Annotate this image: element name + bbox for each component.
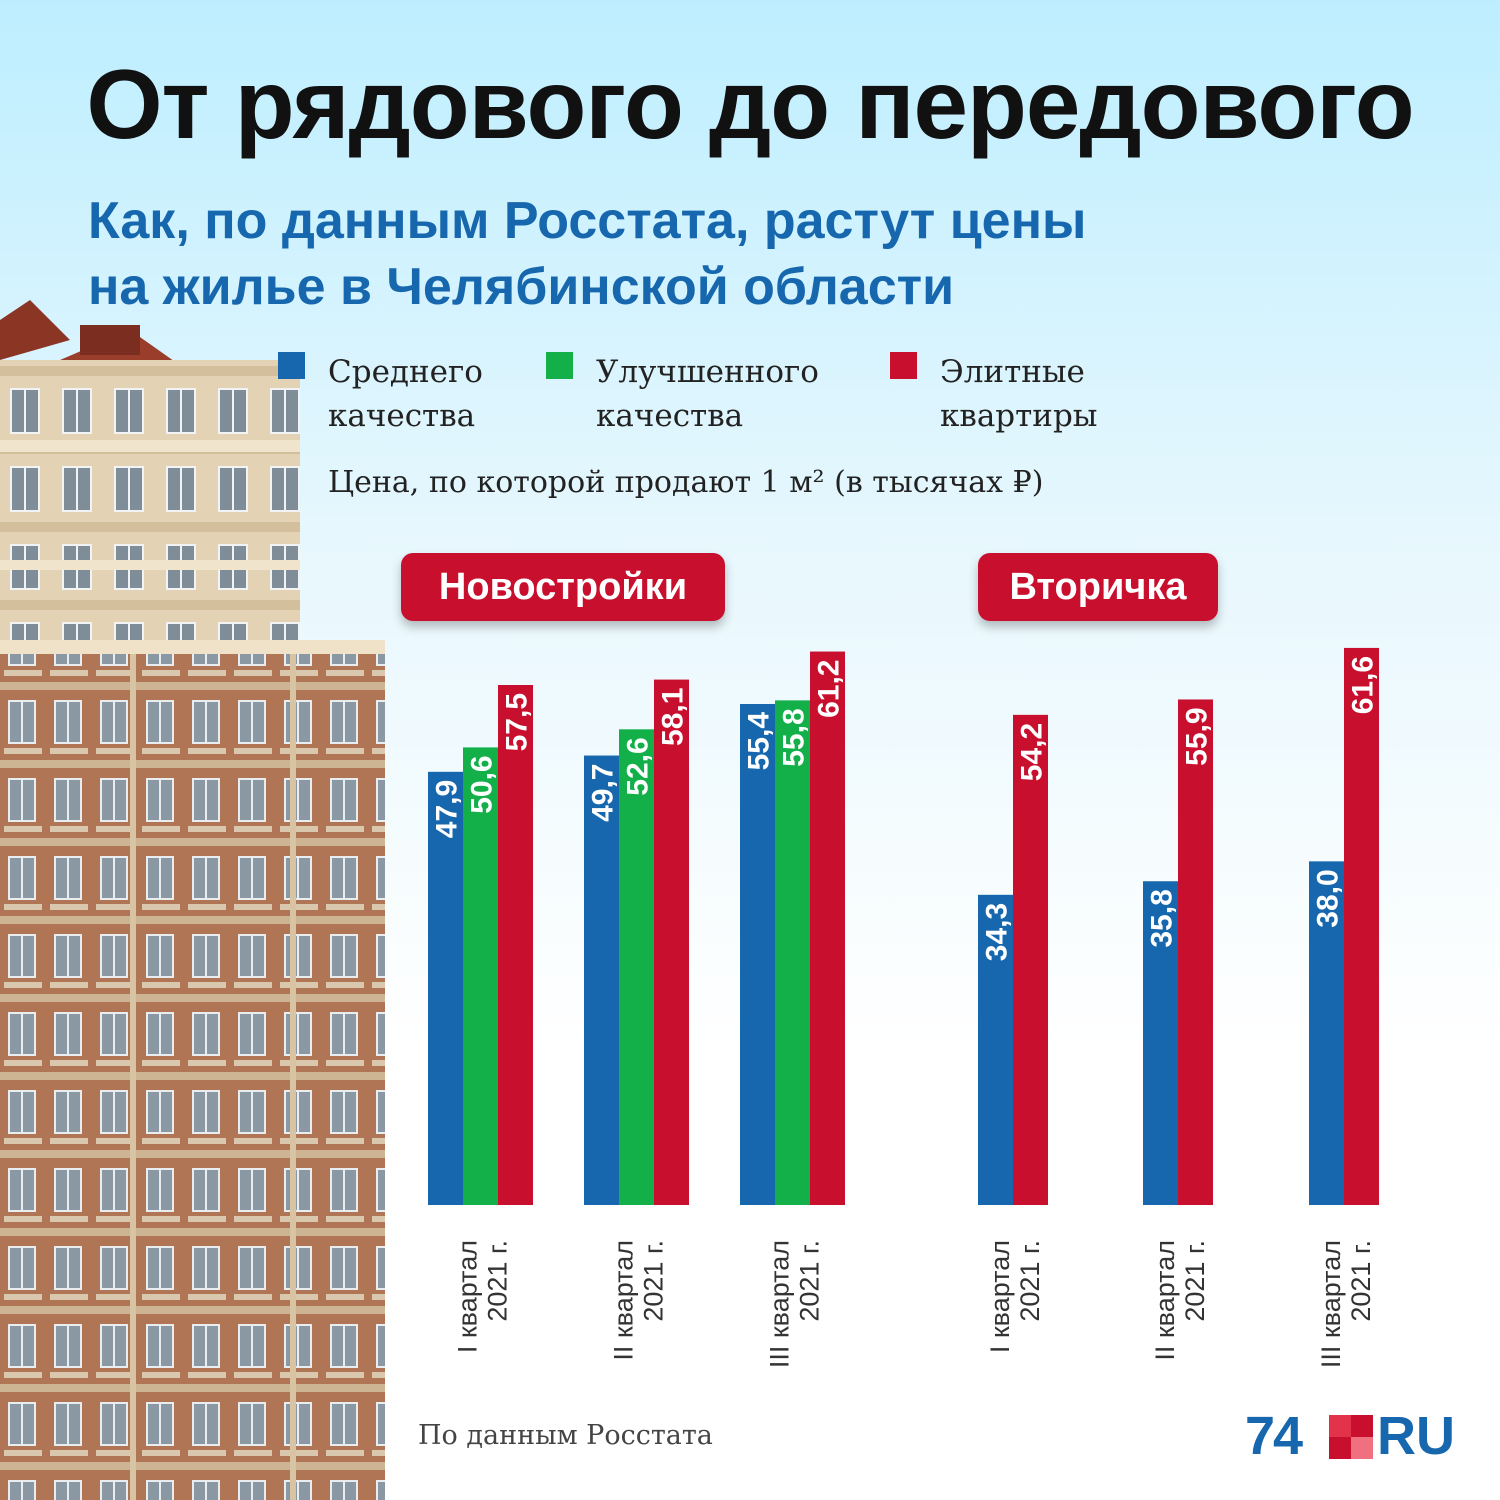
bar-new-0-1 [463,747,498,1205]
bar-new-1-2 [654,679,689,1205]
category-label: III квартал [1316,1240,1346,1368]
page-title: От рядового до передового [86,49,1414,159]
legend-label-line: квартиры [940,398,1098,434]
bar-value-label: 49,7 [587,764,620,822]
legend-label-improved: Улучшенного качества [596,350,896,438]
legend-label-line: Элитные [940,354,1085,390]
bar-secondary-0-0 [978,894,1013,1205]
legend-label-line: Среднего [328,354,483,390]
bar-value-label: 55,8 [778,708,811,766]
bar-value-label: 52,6 [622,737,655,795]
bar-new-2-0 [740,703,775,1205]
category-label: II квартал [609,1240,639,1361]
legend-label-line: Улучшенного [596,354,819,390]
bar-secondary-2-0 [1309,861,1344,1205]
bar-value-label: 50,6 [466,755,499,813]
subtitle-line-2: на жилье в Челябинской области [88,258,955,316]
category-label: 2021 г. [1346,1240,1376,1322]
building-illustration [0,300,385,1500]
category-label: III квартал [765,1240,795,1368]
bar-value-label: 61,2 [813,660,846,718]
bar-value-label: 38,0 [1312,869,1345,927]
legend-label-elite: Элитные квартиры [940,350,1240,438]
bar-new-0-2 [498,685,533,1205]
bar-value-label: 55,9 [1181,707,1214,765]
category-label: 2021 г. [639,1240,669,1322]
bar-new-2-2 [810,651,845,1205]
bar-value-label: 61,6 [1347,656,1380,714]
brand-logo: 74 RU [1245,1405,1455,1466]
bar-new-0-0 [428,771,463,1205]
bar-secondary-0-1 [1013,714,1048,1205]
bar-secondary-1-0 [1143,881,1178,1205]
bar-value-label: 47,9 [431,780,464,838]
legend-label-line: качества [596,398,744,434]
bar-value-label: 55,4 [743,712,776,771]
category-label: 2021 г. [1015,1240,1045,1322]
bar-value-label: 57,5 [501,693,534,751]
unit-note: Цена, по которой продают 1 м² (в тысячах… [328,465,1044,500]
bar-value-label: 58,1 [657,688,690,746]
source-note: По данным Росстата [418,1420,713,1451]
bar-value-label: 54,2 [1016,723,1049,781]
category-label: II квартал [1150,1240,1180,1361]
bar-new-1-1 [619,729,654,1205]
category-label: I квартал [985,1240,1015,1353]
category-label: I квартал [453,1240,483,1353]
legend-swatch-medium [278,352,305,379]
category-label: 2021 г. [1180,1240,1210,1322]
bar-new-1-0 [584,755,619,1205]
bar-new-2-1 [775,700,810,1205]
category-label: 2021 г. [483,1240,513,1322]
subtitle-line-1: Как, по данным Росстата, растут цены [88,192,1087,250]
legend-swatch-elite [890,352,917,379]
legend-label-medium: Среднего качества [328,350,628,438]
category-label: 2021 г. [795,1240,825,1322]
section-title-new-buildings: Новостройки [401,553,725,621]
legend-label-line: качества [328,398,476,434]
section-title-secondary: Вторичка [978,553,1218,621]
legend-swatch-improved [546,352,573,379]
brand-suffix: RU [1377,1406,1455,1466]
brand-number: 74 [1245,1406,1303,1466]
bar-value-label: 34,3 [981,903,1014,961]
bar-secondary-1-1 [1178,699,1213,1205]
page-subtitle: Как, по данным Росстата, растут цены на … [88,188,1388,320]
bar-value-label: 35,8 [1146,889,1179,947]
brand-square-icon [1329,1415,1373,1459]
bar-secondary-2-1 [1344,647,1379,1205]
